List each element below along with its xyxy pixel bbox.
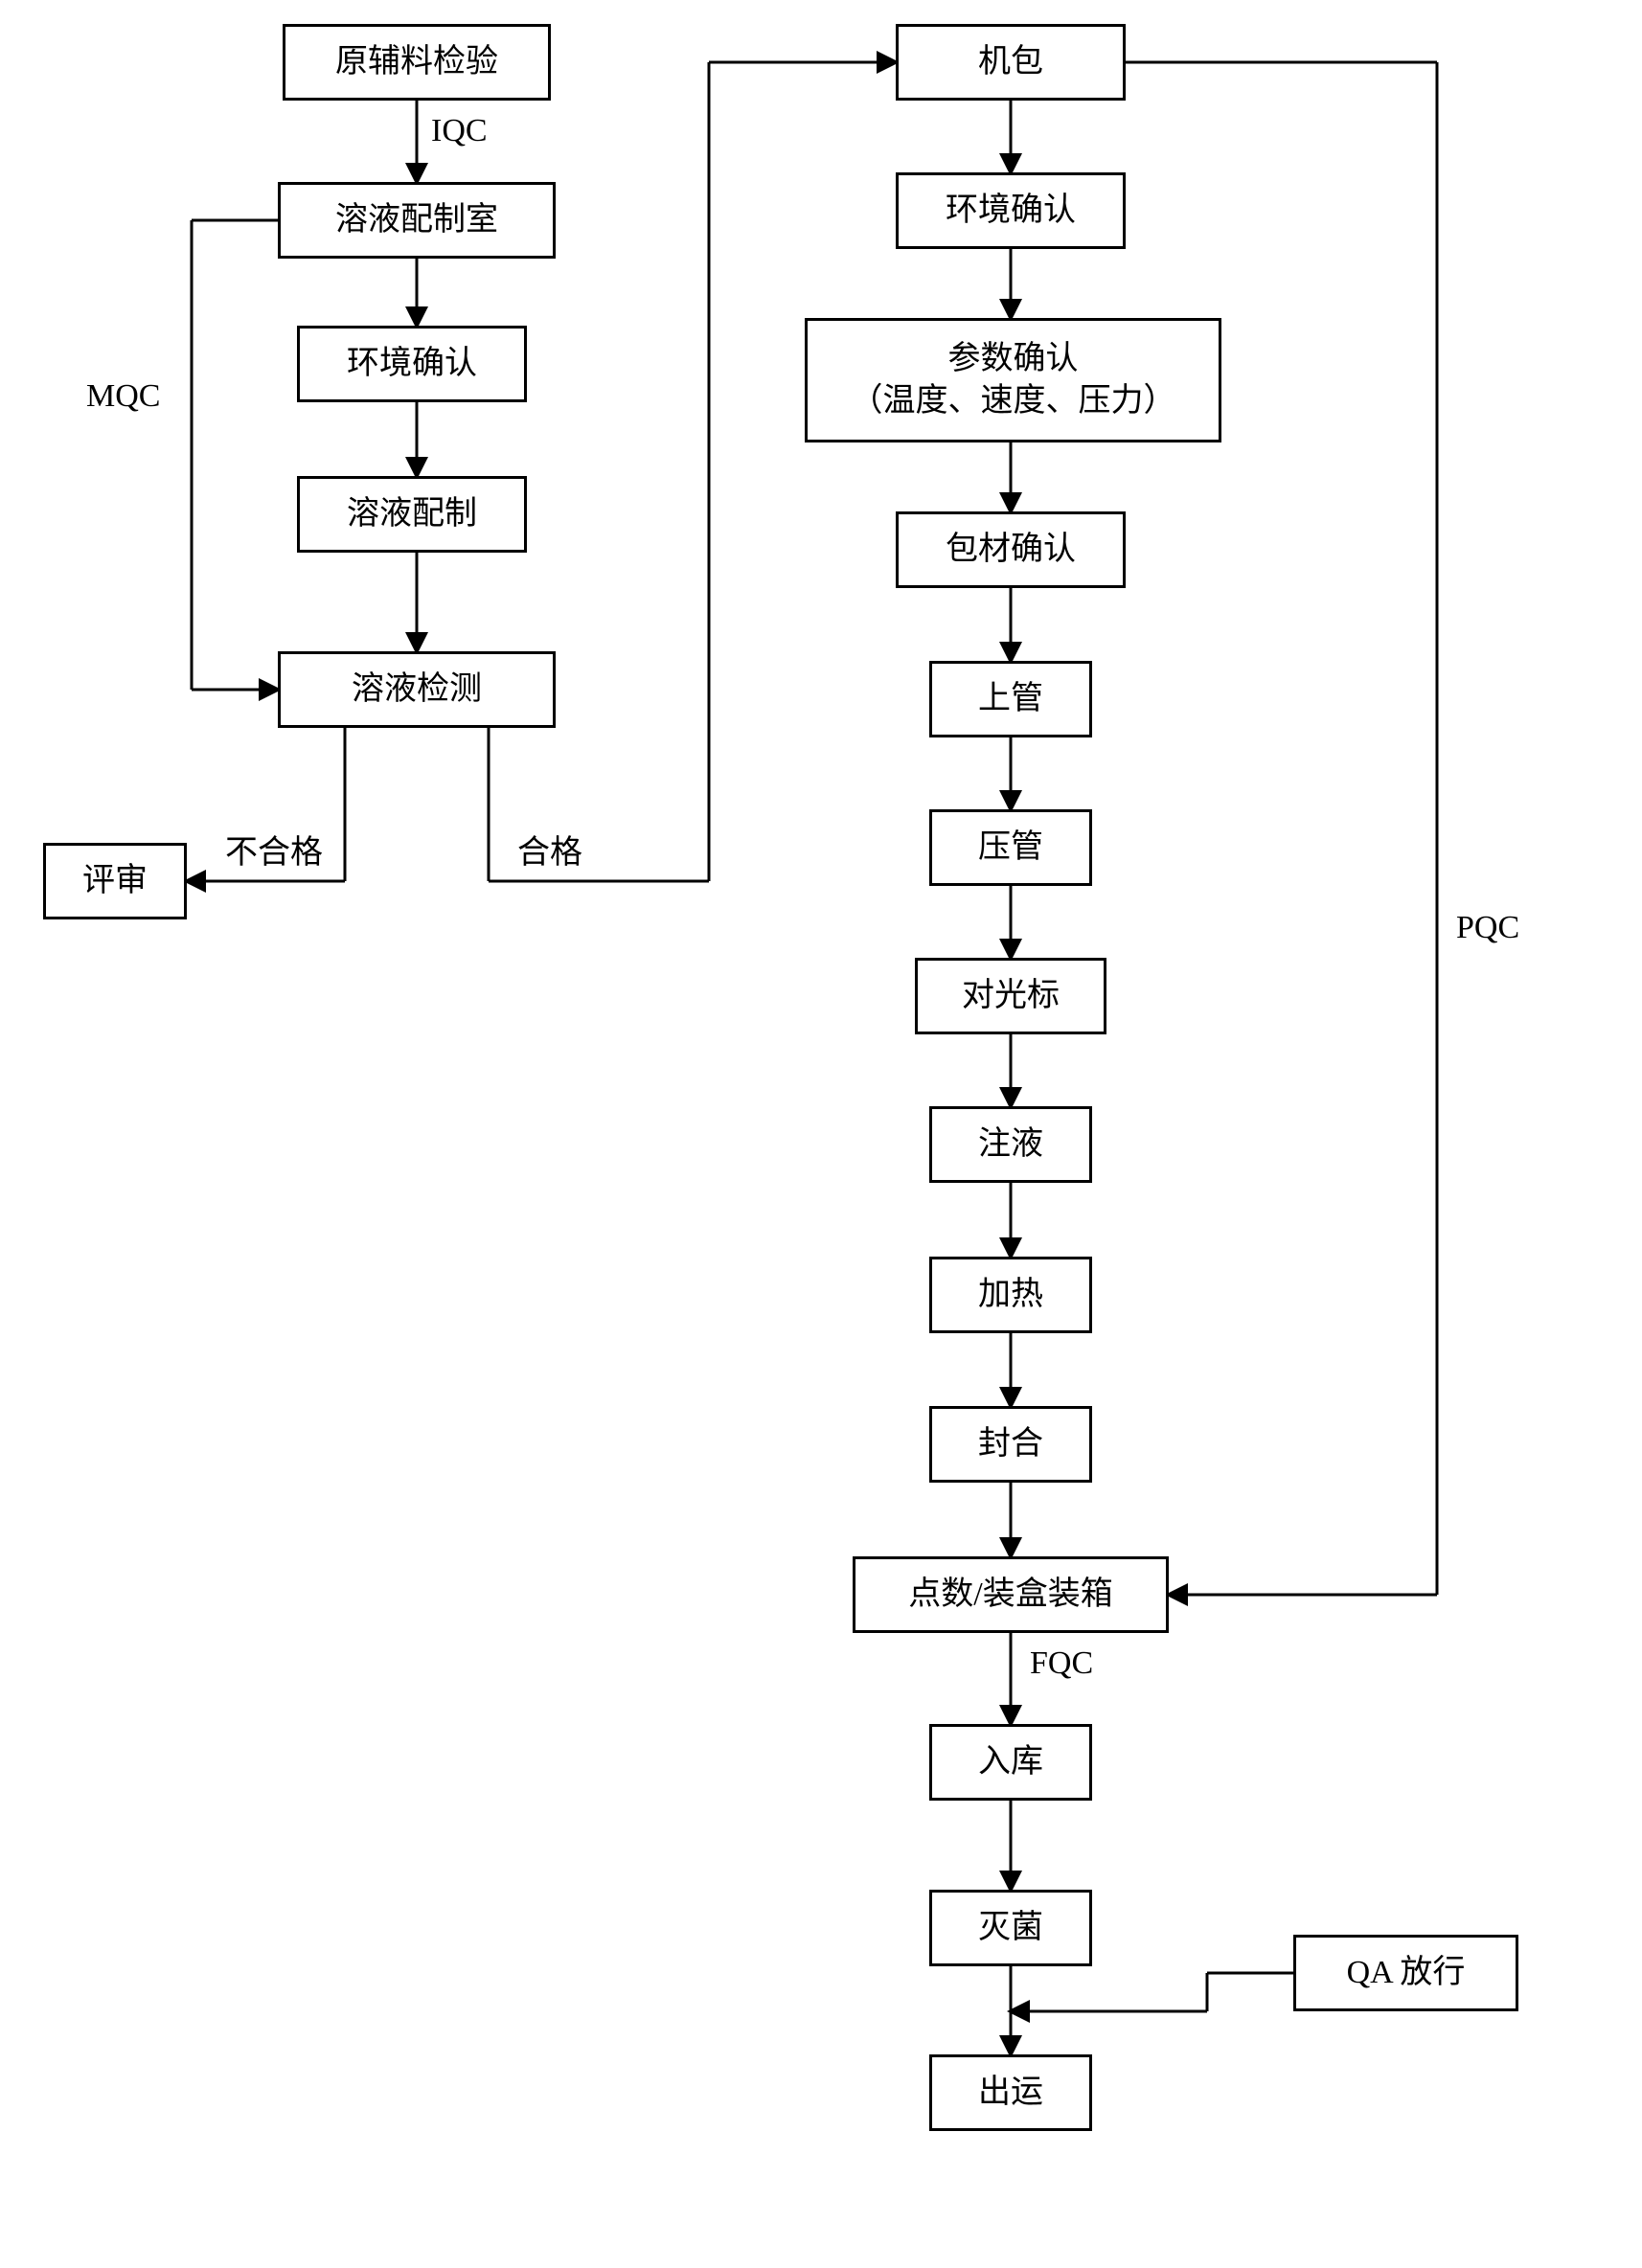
flow-node-m13: 灭菌 bbox=[929, 1890, 1092, 1966]
edge-label-l_pqc: PQC bbox=[1456, 910, 1519, 946]
flow-node-m11: 点数/装盒装箱 bbox=[853, 1556, 1169, 1633]
flow-node-m5: 上管 bbox=[929, 661, 1092, 737]
edge-label-l_mqc: MQC bbox=[86, 378, 160, 415]
flow-node-m9: 加热 bbox=[929, 1257, 1092, 1333]
edge-label-l_pass: 合格 bbox=[517, 826, 582, 873]
edge-label-l_fail: 不合格 bbox=[225, 826, 323, 873]
flow-node-qa: QA 放行 bbox=[1293, 1935, 1518, 2011]
flow-node-m12: 入库 bbox=[929, 1724, 1092, 1801]
edge-label-l_fqc: FQC bbox=[1030, 1645, 1093, 1682]
flow-node-n3: 环境确认 bbox=[297, 326, 527, 402]
flow-node-n1: 原辅料检验 bbox=[283, 24, 551, 101]
flow-node-m6: 压管 bbox=[929, 809, 1092, 886]
flow-node-m1: 机包 bbox=[896, 24, 1126, 101]
flowchart-canvas: 原辅料检验溶液配制室环境确认溶液配制溶液检测评审机包环境确认参数确认 （温度、速… bbox=[0, 0, 1642, 2268]
flow-node-n6: 评审 bbox=[43, 843, 187, 919]
flow-node-m14: 出运 bbox=[929, 2054, 1092, 2131]
flow-node-n5: 溶液检测 bbox=[278, 651, 556, 728]
flow-node-m3: 参数确认 （温度、速度、压力） bbox=[805, 318, 1221, 442]
flow-node-m8: 注液 bbox=[929, 1106, 1092, 1183]
flow-node-m10: 封合 bbox=[929, 1406, 1092, 1483]
flow-node-m4: 包材确认 bbox=[896, 511, 1126, 588]
flow-node-n2: 溶液配制室 bbox=[278, 182, 556, 259]
flow-node-m2: 环境确认 bbox=[896, 172, 1126, 249]
flow-node-m7: 对光标 bbox=[915, 958, 1106, 1034]
edge-label-l_iqc: IQC bbox=[431, 113, 488, 149]
flow-node-n4: 溶液配制 bbox=[297, 476, 527, 553]
